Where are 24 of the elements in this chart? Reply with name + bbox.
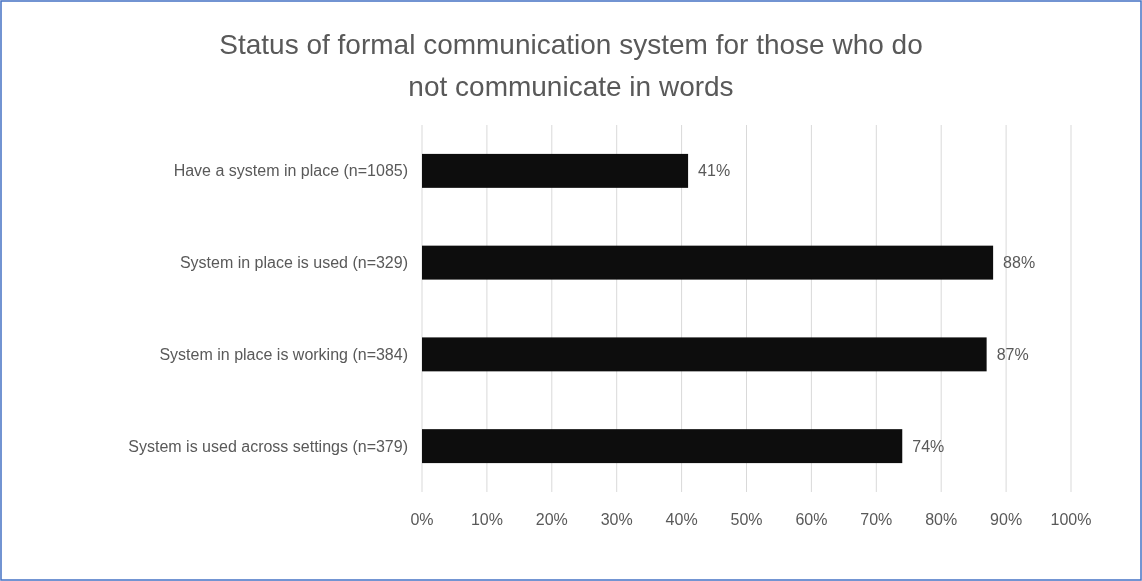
data-label: 74% (912, 437, 945, 455)
bar (422, 153, 689, 188)
chart-title: Status of formal communication system for those who do not communicate in words (219, 29, 923, 102)
x-tick-label: 70% (860, 511, 893, 528)
x-tick-label: 10% (470, 511, 503, 528)
bar (422, 337, 987, 372)
y-tick-label: Have a system in place (n=1085) (173, 162, 408, 180)
bar (422, 429, 903, 464)
x-tick-label: 50% (730, 511, 763, 528)
data-label: 87% (996, 345, 1029, 363)
x-tick-label: 100% (1050, 511, 1092, 528)
data-label: 88% (1003, 254, 1036, 272)
data-label: 41% (698, 162, 731, 180)
x-tick-label: 40% (665, 511, 698, 528)
x-tick-label: 60% (795, 511, 828, 528)
bar (422, 245, 994, 280)
x-tick-label: 80% (925, 511, 958, 528)
x-tick-label: 20% (535, 511, 568, 528)
y-tick-label: System is used across settings (n=379) (128, 437, 408, 455)
x-tick-label: 90% (990, 511, 1023, 528)
y-tick-label: System in place is working (n=384) (159, 345, 408, 363)
x-tick-label: 30% (600, 511, 633, 528)
x-tick-label: 0% (410, 511, 434, 528)
y-tick-label: System in place is used (n=329) (179, 254, 408, 272)
